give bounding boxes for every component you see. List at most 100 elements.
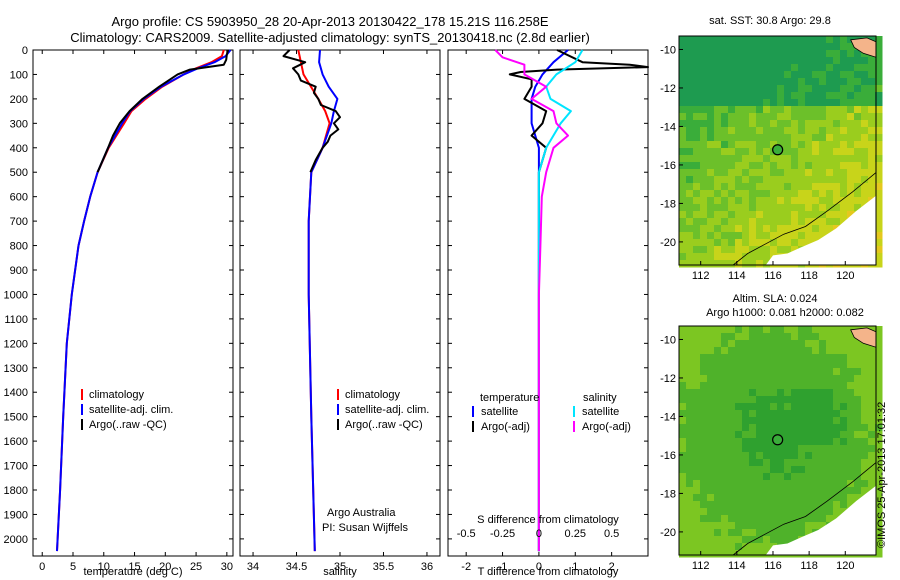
salinity-x-tick-label: 35 (334, 561, 346, 573)
depth-tick-label: 0 (22, 45, 28, 57)
difference-top-axis-label: S difference from climatology (477, 514, 619, 526)
difference-x-axis-label: T difference from climatology (478, 566, 619, 578)
float-location-marker (772, 434, 784, 446)
salinity-panel-frame (239, 49, 441, 557)
depth-tick-label: 1100 (4, 314, 28, 326)
difference-legend-entry: satellite (481, 406, 518, 418)
depth-tick-label: 2000 (4, 534, 28, 546)
depth-tick-label: 600 (10, 192, 28, 204)
difference-panel-frame (447, 49, 649, 557)
temperature-legend-entry: satellite-adj. clim. (89, 404, 173, 416)
depth-tick-label: 1700 (4, 461, 28, 473)
depth-tick-label: 200 (10, 94, 28, 106)
title-line-1: Argo profile: CS 5903950_28 20-Apr-2013 … (111, 14, 549, 29)
difference-x-tick-label: -2 (461, 561, 471, 573)
depth-tick-label: 1000 (4, 289, 28, 301)
temperature-legend-entry: Argo(..raw -QC) (89, 419, 167, 431)
salinity-legend-entry: satellite-adj. clim. (345, 404, 429, 416)
depth-tick-label: 900 (10, 265, 28, 277)
sla_map-y-tick-label: -18 (660, 488, 676, 500)
sst_map-frame (678, 35, 877, 266)
temperature-x-tick-label: 10 (98, 561, 110, 573)
sla_map-x-tick-label: 112 (692, 560, 710, 572)
sst_map-y-tick-label: -10 (660, 44, 676, 56)
difference-top-tick-label: -0.25 (490, 528, 515, 540)
depth-tick-label: 700 (10, 216, 28, 228)
salinity-x-tick-label: 35.5 (373, 561, 394, 573)
difference-top-tick-label: 0.5 (604, 528, 619, 540)
sst_map-y-tick-label: -16 (660, 160, 676, 172)
depth-tick-label: 100 (10, 69, 28, 81)
difference-legend-title: temperature (480, 392, 539, 404)
salinity-x-tick-label: 34 (247, 561, 259, 573)
salinity-series-line (307, 49, 339, 552)
depth-tick-label: 1300 (4, 363, 28, 375)
sst_map-y-tick-label: -14 (660, 121, 676, 133)
difference-legend-title: salinity (583, 392, 617, 404)
sst_map-y-tick-label: -20 (660, 237, 676, 249)
sla_map-x-tick-label: 116 (764, 560, 782, 572)
sla-map-title-line: Argo h1000: 0.081 h2000: 0.082 (706, 307, 864, 319)
depth-tick-label: 400 (10, 143, 28, 155)
difference-legend-entry: Argo(-adj) (481, 421, 530, 433)
temperature-x-axis-label: temperature (deg C) (83, 566, 182, 578)
salinity-x-tick-label: 36 (421, 561, 433, 573)
difference-top-tick-label: 0 (536, 528, 542, 540)
sla_map-map (678, 325, 883, 558)
imos-watermark: ©IMOS 25-Apr-2013 17:01:32 (876, 401, 888, 548)
sst_map-y-tick-label: -18 (660, 198, 676, 210)
salinity-annotation-line: Argo Australia (327, 507, 396, 519)
temperature-legend-entry: climatology (89, 389, 145, 401)
depth-tick-label: 1900 (4, 509, 28, 521)
difference-series-line (494, 49, 569, 552)
depth-tick-label: 1200 (4, 338, 28, 350)
sst_map-x-tick-label: 112 (692, 270, 710, 282)
salinity-legend-entry: climatology (345, 389, 401, 401)
sla_map-frame (678, 325, 877, 556)
difference-x-tick-label: 0 (536, 561, 542, 573)
sst_map-y-tick-label: -12 (660, 83, 676, 95)
temperature-x-tick-label: 25 (190, 561, 202, 573)
sla-map-title-line: Altim. SLA: 0.024 (733, 293, 818, 305)
salinity-legend-entry: Argo(..raw -QC) (345, 419, 423, 431)
mainland-land (765, 195, 876, 265)
sla_map-x-tick-label: 118 (800, 560, 818, 572)
difference-x-tick-label: -1 (498, 561, 508, 573)
bathymetry-contour (732, 172, 877, 266)
sla_map-x-tick-label: 120 (836, 560, 854, 572)
title-line-2: Climatology: CARS2009. Satellite-adjuste… (70, 30, 590, 45)
sst_map-x-tick-label: 114 (728, 270, 746, 282)
sst_map-x-tick-label: 116 (764, 270, 782, 282)
temperature-x-tick-label: 20 (159, 561, 171, 573)
mainland-land (765, 485, 876, 555)
salinity-series-line (282, 49, 341, 173)
temperature-x-tick-label: 0 (39, 561, 45, 573)
difference-x-tick-label: 2 (609, 561, 615, 573)
sla_map-y-tick-label: -16 (660, 450, 676, 462)
salinity-annotation-line: PI: Susan Wijffels (322, 522, 408, 534)
depth-tick-label: 500 (10, 167, 28, 179)
depth-tick-label: 800 (10, 241, 28, 253)
sst_map-map (678, 35, 883, 268)
depth-tick-label: 1600 (4, 436, 28, 448)
temperature-x-tick-label: 30 (221, 561, 233, 573)
sst_map-x-tick-label: 118 (800, 270, 818, 282)
sla_map-y-tick-label: -14 (660, 411, 676, 423)
salinity-x-axis-label: salinity (323, 566, 357, 578)
temperature-panel-frame (32, 49, 234, 557)
bathymetry-contour (732, 462, 877, 556)
sla_map-x-tick-label: 114 (728, 560, 746, 572)
depth-tick-label: 1400 (4, 387, 28, 399)
difference-legend-entry: satellite (582, 406, 619, 418)
sst-map-title: sat. SST: 30.8 Argo: 29.8 (709, 15, 831, 27)
difference-top-tick-label: -0.5 (457, 528, 476, 540)
difference-top-tick-label: 0.25 (565, 528, 586, 540)
salinity-x-tick-label: 34.5 (286, 561, 307, 573)
temperature-x-tick-label: 5 (70, 561, 76, 573)
difference-series-line (537, 49, 584, 552)
depth-tick-label: 1500 (4, 412, 28, 424)
depth-tick-label: 1800 (4, 485, 28, 497)
temperature-x-tick-label: 15 (128, 561, 140, 573)
depth-tick-label: 300 (10, 118, 28, 130)
